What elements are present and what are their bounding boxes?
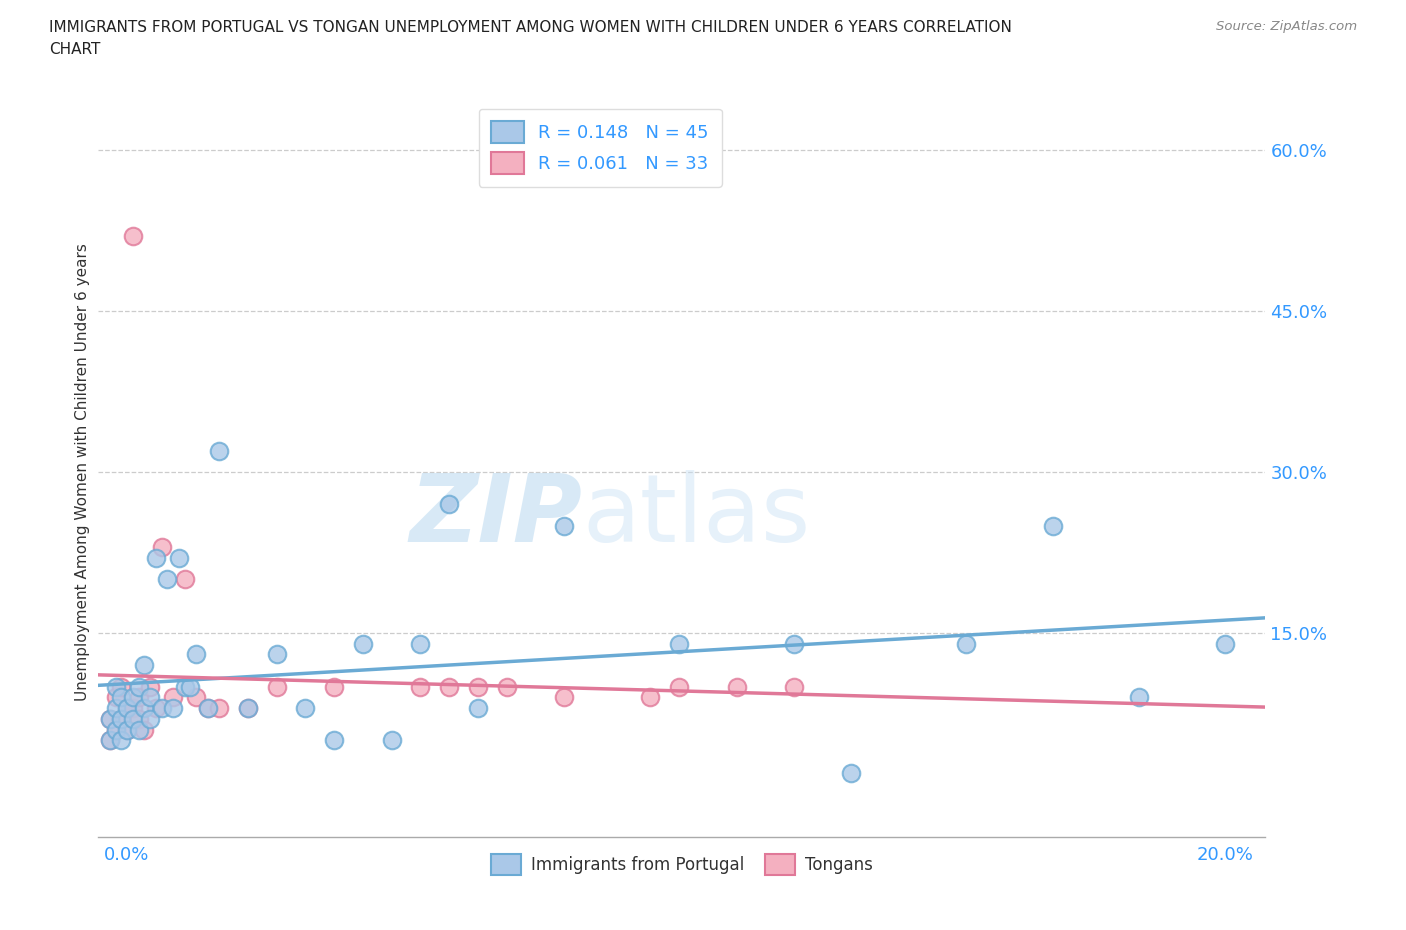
- Point: [437, 679, 460, 694]
- Y-axis label: Unemployment Among Women with Children Under 6 years: Unemployment Among Women with Children U…: [75, 243, 90, 701]
- Point: [128, 723, 150, 737]
- Point: [553, 518, 575, 533]
- Point: [104, 690, 127, 705]
- Point: [1128, 690, 1150, 705]
- Point: [128, 711, 150, 726]
- Point: [162, 690, 184, 705]
- Point: [98, 711, 121, 726]
- Point: [495, 679, 517, 694]
- Point: [139, 690, 162, 705]
- Point: [179, 679, 201, 694]
- Point: [128, 690, 150, 705]
- Point: [150, 539, 173, 554]
- Point: [115, 700, 138, 715]
- Legend: Immigrants from Portugal, Tongans: Immigrants from Portugal, Tongans: [485, 847, 879, 882]
- Point: [162, 700, 184, 715]
- Point: [236, 700, 259, 715]
- Point: [110, 733, 132, 748]
- Point: [134, 700, 156, 715]
- Point: [98, 733, 121, 748]
- Text: CHART: CHART: [49, 42, 101, 57]
- Point: [139, 711, 162, 726]
- Point: [783, 679, 806, 694]
- Point: [115, 723, 138, 737]
- Point: [104, 723, 127, 737]
- Point: [173, 572, 195, 587]
- Point: [104, 723, 127, 737]
- Text: 0.0%: 0.0%: [104, 845, 149, 864]
- Point: [134, 723, 156, 737]
- Text: atlas: atlas: [582, 470, 811, 562]
- Point: [381, 733, 404, 748]
- Point: [323, 733, 346, 748]
- Point: [122, 690, 145, 705]
- Point: [1042, 518, 1064, 533]
- Point: [955, 636, 977, 651]
- Point: [110, 711, 132, 726]
- Point: [668, 679, 690, 694]
- Point: [409, 636, 432, 651]
- Point: [156, 572, 179, 587]
- Text: IMMIGRANTS FROM PORTUGAL VS TONGAN UNEMPLOYMENT AMONG WOMEN WITH CHILDREN UNDER : IMMIGRANTS FROM PORTUGAL VS TONGAN UNEMP…: [49, 20, 1012, 35]
- Point: [122, 700, 145, 715]
- Point: [236, 700, 259, 715]
- Point: [145, 551, 167, 565]
- Point: [467, 700, 489, 715]
- Point: [122, 711, 145, 726]
- Point: [104, 700, 127, 715]
- Point: [467, 679, 489, 694]
- Point: [409, 679, 432, 694]
- Point: [208, 700, 231, 715]
- Point: [1213, 636, 1236, 651]
- Point: [553, 690, 575, 705]
- Text: 20.0%: 20.0%: [1197, 845, 1254, 864]
- Point: [208, 443, 231, 458]
- Point: [98, 733, 121, 748]
- Point: [115, 723, 138, 737]
- Point: [122, 229, 145, 244]
- Point: [110, 679, 132, 694]
- Point: [266, 679, 288, 694]
- Point: [167, 551, 190, 565]
- Point: [104, 679, 127, 694]
- Text: Source: ZipAtlas.com: Source: ZipAtlas.com: [1216, 20, 1357, 33]
- Point: [197, 700, 219, 715]
- Point: [186, 690, 208, 705]
- Point: [294, 700, 316, 715]
- Point: [134, 658, 156, 672]
- Point: [139, 679, 162, 694]
- Point: [352, 636, 374, 651]
- Point: [725, 679, 748, 694]
- Point: [437, 497, 460, 512]
- Point: [110, 690, 132, 705]
- Text: ZIP: ZIP: [409, 470, 582, 562]
- Point: [128, 679, 150, 694]
- Point: [98, 711, 121, 726]
- Point: [150, 700, 173, 715]
- Point: [266, 647, 288, 662]
- Point: [197, 700, 219, 715]
- Point: [323, 679, 346, 694]
- Point: [115, 700, 138, 715]
- Point: [186, 647, 208, 662]
- Point: [173, 679, 195, 694]
- Point: [783, 636, 806, 651]
- Point: [640, 690, 662, 705]
- Point: [668, 636, 690, 651]
- Point: [110, 711, 132, 726]
- Point: [145, 700, 167, 715]
- Point: [841, 765, 863, 780]
